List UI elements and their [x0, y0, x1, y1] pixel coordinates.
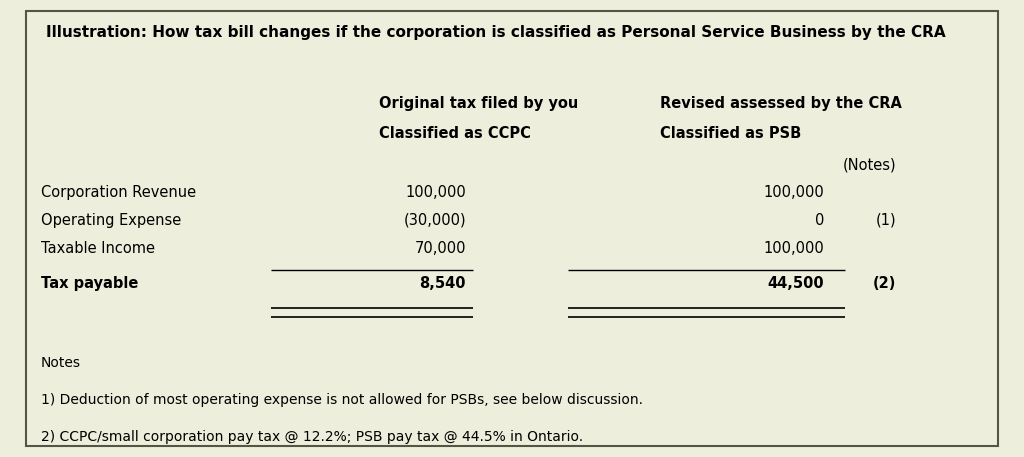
Text: Classified as PSB: Classified as PSB	[660, 126, 802, 141]
Text: (2): (2)	[872, 276, 896, 292]
Text: (1): (1)	[876, 213, 896, 228]
Text: 100,000: 100,000	[764, 241, 824, 256]
FancyBboxPatch shape	[26, 11, 998, 446]
Text: 100,000: 100,000	[406, 185, 466, 200]
Text: 100,000: 100,000	[764, 185, 824, 200]
Text: 0: 0	[815, 213, 824, 228]
Text: (30,000): (30,000)	[403, 213, 466, 228]
Text: Notes: Notes	[41, 356, 81, 371]
Text: Operating Expense: Operating Expense	[41, 213, 181, 228]
Text: Taxable Income: Taxable Income	[41, 241, 155, 256]
Text: 70,000: 70,000	[415, 241, 466, 256]
Text: 2) CCPC/small corporation pay tax @ 12.2%; PSB pay tax @ 44.5% in Ontario.: 2) CCPC/small corporation pay tax @ 12.2…	[41, 430, 583, 444]
Text: Revised assessed by the CRA: Revised assessed by the CRA	[660, 96, 902, 111]
Text: Classified as CCPC: Classified as CCPC	[379, 126, 530, 141]
Text: Illustration: How tax bill changes if the corporation is classified as Personal : Illustration: How tax bill changes if th…	[46, 25, 946, 40]
Text: 44,500: 44,500	[768, 276, 824, 292]
Text: 1) Deduction of most operating expense is not allowed for PSBs, see below discus: 1) Deduction of most operating expense i…	[41, 393, 643, 407]
Text: Corporation Revenue: Corporation Revenue	[41, 185, 196, 200]
Text: 8,540: 8,540	[420, 276, 466, 292]
Text: Original tax filed by you: Original tax filed by you	[379, 96, 579, 111]
Text: (Notes): (Notes)	[843, 158, 896, 173]
Text: Tax payable: Tax payable	[41, 276, 138, 292]
